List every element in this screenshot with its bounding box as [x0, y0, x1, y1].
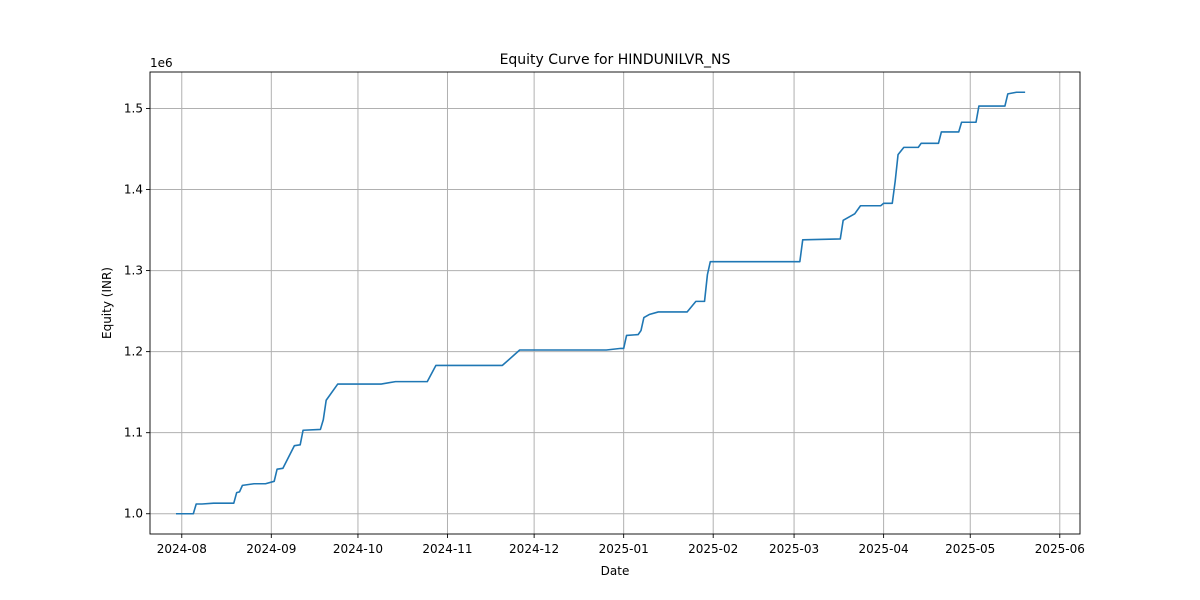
y-tick-label: 1.3 — [124, 264, 143, 278]
x-tick-label: 2025-05 — [945, 542, 995, 556]
x-tick-label: 2025-06 — [1035, 542, 1085, 556]
y-tick-label: 1.5 — [124, 101, 143, 115]
x-tick-label: 2025-04 — [859, 542, 909, 556]
y-tick-label: 1.1 — [124, 426, 143, 440]
x-tick-label: 2025-03 — [769, 542, 819, 556]
grid-lines — [150, 72, 1080, 534]
y-tick-label: 1.2 — [124, 345, 143, 359]
y-tick-label: 1.0 — [124, 507, 143, 521]
x-tick-label: 2024-12 — [509, 542, 559, 556]
series-layer — [175, 91, 1026, 515]
plot-frame — [149, 71, 1081, 535]
x-axis-label: Date — [601, 564, 630, 578]
x-tick-label: 2024-08 — [157, 542, 207, 556]
x-axis-ticks: 2024-08 2024-09 2024-10 2024-11 2024-12 2025-… — [157, 534, 1085, 556]
y-axis-ticks: 1.0 1.1 1.2 1.3 1.4 1.5 — [124, 101, 150, 521]
chart-title: Equity Curve for HINDUNILVR_NS — [500, 52, 731, 68]
y-tick-label: 1.4 — [124, 183, 143, 197]
y-axis-offset-label: 1e6 — [150, 56, 173, 70]
x-tick-label: 2025-02 — [688, 542, 738, 556]
x-tick-label: 2024-09 — [246, 542, 296, 556]
x-tick-label: 2024-10 — [333, 542, 383, 556]
y-axis-label: Equity (INR) — [100, 267, 114, 339]
x-tick-label: 2025-01 — [599, 542, 649, 556]
x-tick-label: 2024-11 — [422, 542, 472, 556]
equity-series-line — [175, 91, 1026, 515]
